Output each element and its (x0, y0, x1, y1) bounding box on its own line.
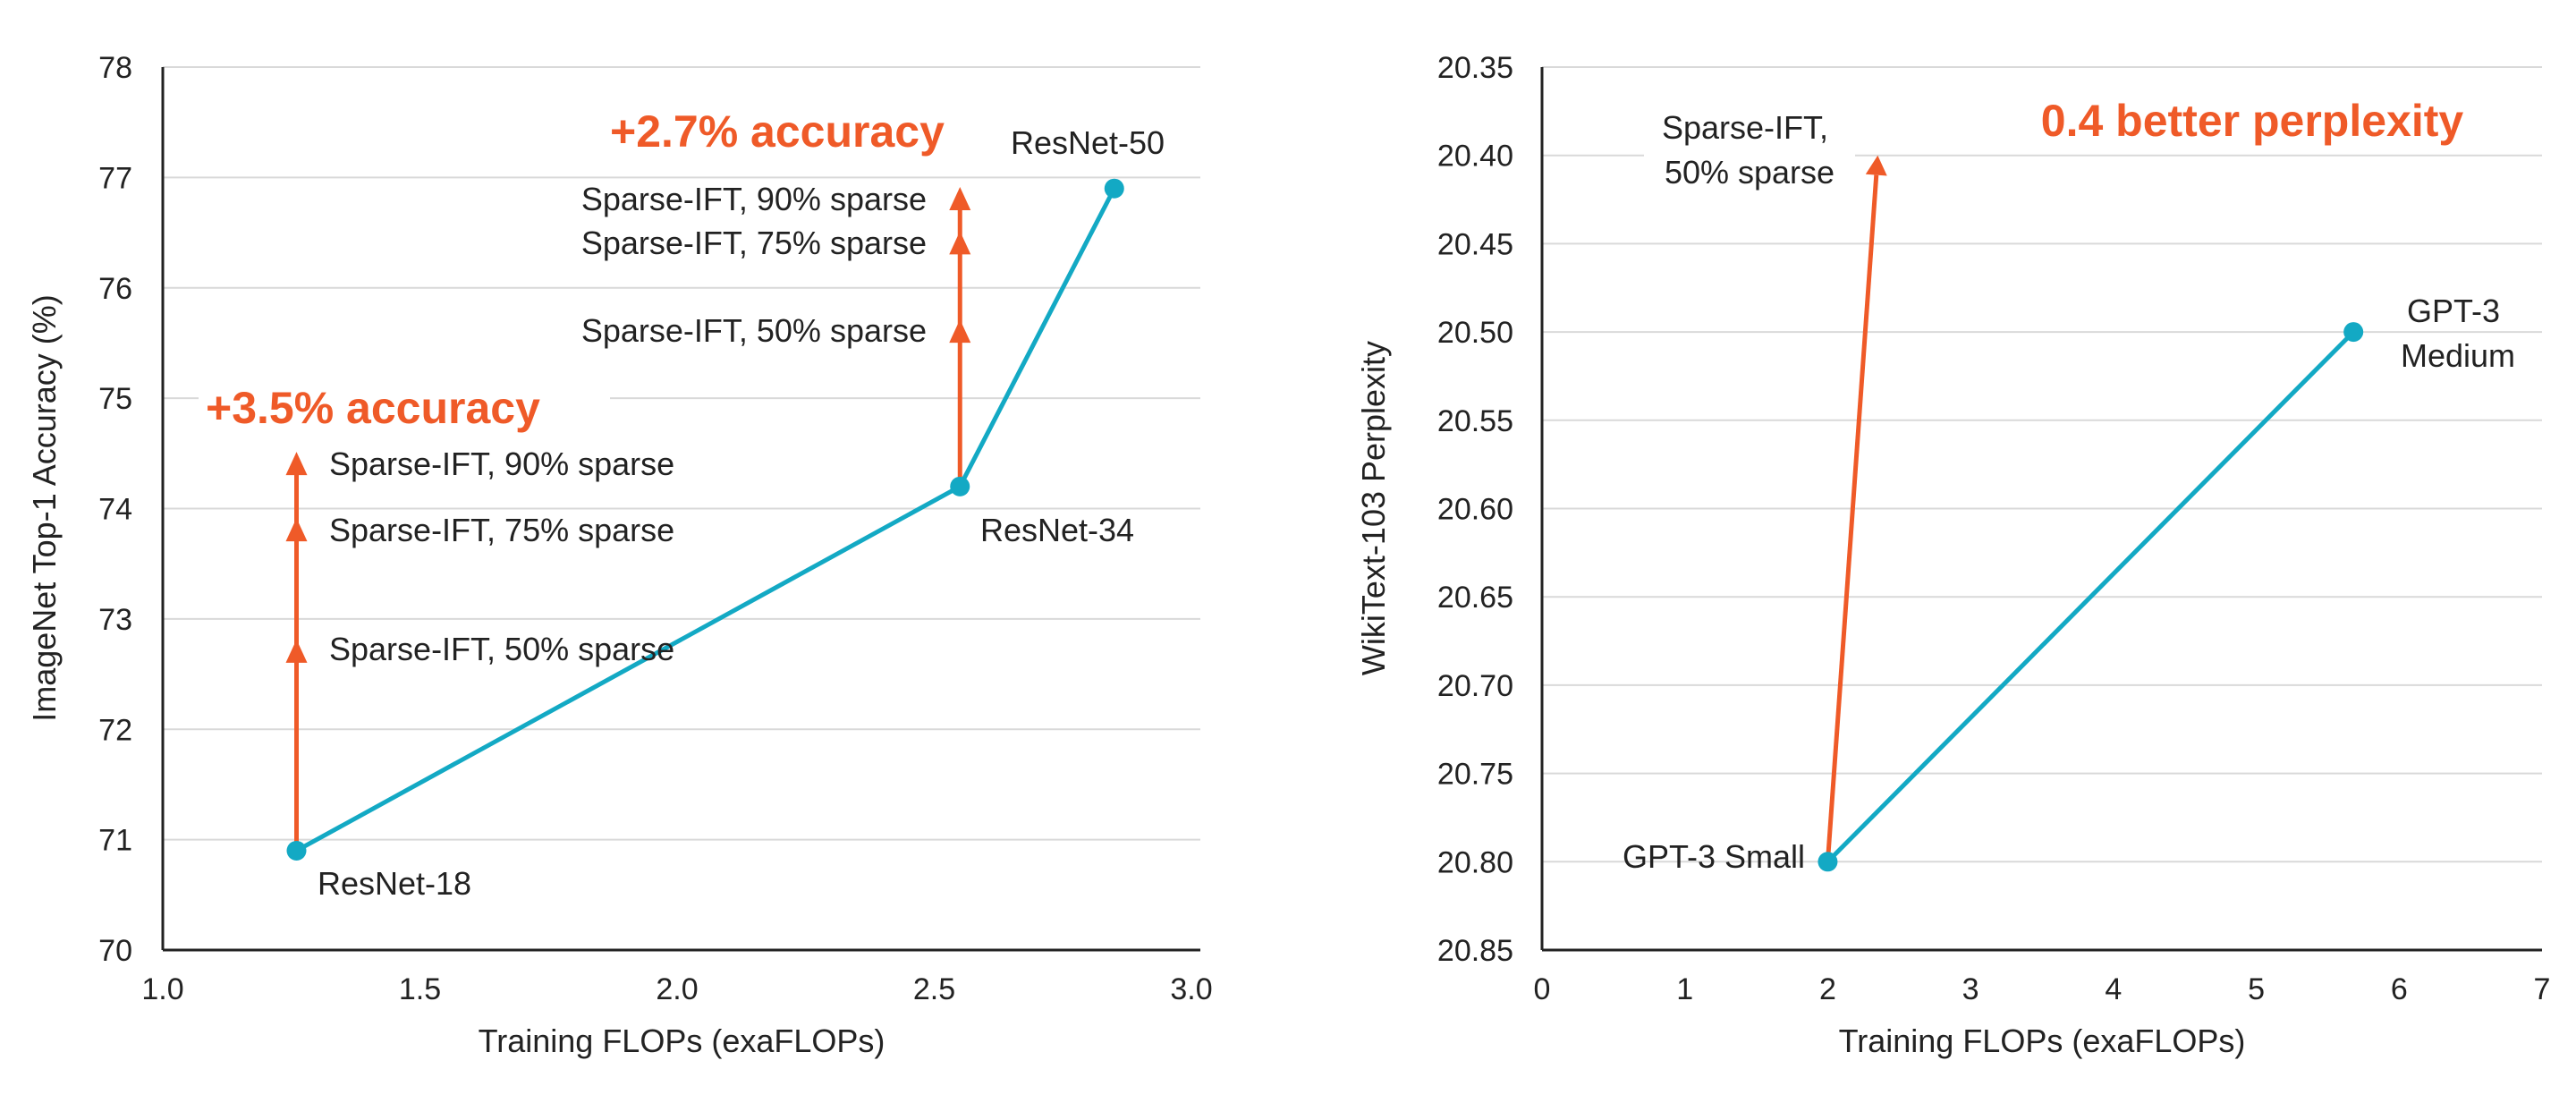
sparse-arrow-head (949, 187, 971, 211)
point-label-line-2: Medium (2401, 337, 2515, 374)
x-axis-label: Training FLOPs (exaFLOPs) (479, 1022, 886, 1059)
x-tick-label: 7 (2534, 972, 2551, 1006)
annotation-right: +2.7% accuracy (610, 106, 945, 157)
y-tick-label: 77 (98, 161, 132, 195)
y-tick-label: 73 (98, 603, 132, 637)
sparse-arrow-label: Sparse-IFT, 50% sparse (1662, 109, 1837, 191)
y-tick-label: 20.80 (1437, 845, 1513, 879)
y-axis-label: ImageNet Top-1 Accuracy (%) (26, 294, 63, 722)
x-tick-label: 1.5 (399, 972, 441, 1006)
x-tick-label: 4 (2105, 972, 2122, 1006)
y-tick-label: 20.40 (1437, 140, 1513, 174)
sparse-arrow-head (285, 518, 308, 542)
point-label-resnet-18: ResNet-18 (318, 865, 471, 902)
x-axis-label: Training FLOPs (exaFLOPs) (1839, 1022, 2246, 1059)
marker-label-75-right: Sparse-IFT, 75% sparse (581, 225, 927, 261)
x-tick-label: 0 (1534, 972, 1551, 1006)
y-tick-label: 72 (98, 713, 132, 747)
y-tick-label: 20.70 (1437, 669, 1513, 703)
y-tick-label: 20.45 (1437, 227, 1513, 261)
y-tick-label: 20.65 (1437, 581, 1513, 615)
marker-label-50: Sparse-IFT, 50% sparse (329, 631, 674, 667)
x-tick-label: 3 (1962, 972, 1979, 1006)
y-tick-label: 20.35 (1437, 51, 1513, 85)
sparse-arrow-head (949, 231, 971, 255)
x-tick-label: 5 (2248, 972, 2265, 1006)
baseline-line (1826, 330, 2355, 864)
point-label-line-1: GPT-3 (2407, 293, 2500, 329)
annotation-left: +3.5% accuracy (206, 383, 540, 433)
marker-label-50-right: Sparse-IFT, 50% sparse (581, 312, 927, 349)
y-tick-label: 20.55 (1437, 404, 1513, 438)
y-tick-label: 20.85 (1437, 934, 1513, 968)
x-tick-label: 1.0 (141, 972, 183, 1006)
y-tick-label: 20.60 (1437, 493, 1513, 527)
x-tick-label: 3.0 (1170, 972, 1212, 1006)
x-tick-label: 6 (2391, 972, 2408, 1006)
y-axis-label: WikiText-103 Perplexity (1355, 341, 1392, 675)
baseline-point (2343, 322, 2364, 343)
point-label-resnet-50: ResNet-50 (1011, 124, 1165, 161)
baseline-point (950, 476, 970, 496)
marker-label-90: Sparse-IFT, 90% sparse (329, 445, 674, 482)
y-tick-label: 78 (98, 51, 132, 85)
x-tick-label: 1 (1676, 972, 1693, 1006)
sparse-label-line-1: Sparse-IFT, (1662, 109, 1828, 146)
x-tick-label: 2.5 (913, 972, 955, 1006)
baseline-point (1104, 178, 1124, 199)
point-label-resnet-34: ResNet-34 (980, 512, 1134, 548)
marker-label-90-right: Sparse-IFT, 90% sparse (581, 181, 927, 217)
sparse-arrow-shaft (1825, 174, 1879, 862)
x-tick-label: 2 (1819, 972, 1836, 1006)
y-tick-label: 74 (98, 493, 132, 527)
sparse-arrow-head (285, 639, 308, 663)
y-tick-label: 76 (98, 272, 132, 306)
marker-label-75: Sparse-IFT, 75% sparse (329, 512, 674, 548)
accuracy-chart: 70 71 72 73 74 75 76 77 78 1.0 1.5 2.0 2.5 3.0 Train… (26, 51, 1213, 1059)
y-tick-label: 71 (98, 824, 132, 858)
annotation-perplexity: 0.4 better perplexity (2041, 96, 2464, 146)
sparse-arrow-head (1865, 155, 1887, 176)
point-label-gpt3-medium: GPT-3 Medium (2401, 293, 2515, 374)
y-tick-label: 20.75 (1437, 758, 1513, 792)
y-tick-label: 20.50 (1437, 316, 1513, 350)
perplexity-chart: 20.35 20.40 20.45 20.50 20.55 20.60 20.65 20.70… (1355, 51, 2550, 1059)
baseline-point (1818, 852, 1838, 872)
y-tick-label: 70 (98, 934, 132, 968)
y-tick-label: 75 (98, 382, 132, 416)
sparse-arrow-head (285, 452, 308, 476)
label-backdrop (1644, 106, 1855, 193)
point-label-gpt3-small: GPT-3 Small (1623, 838, 1805, 875)
sparse-arrow-head (949, 319, 971, 344)
baseline-point (286, 840, 307, 861)
x-tick-label: 2.0 (656, 972, 698, 1006)
annotation-backdrop (199, 382, 610, 439)
sparse-label-line-2: 50% sparse (1665, 154, 1835, 191)
